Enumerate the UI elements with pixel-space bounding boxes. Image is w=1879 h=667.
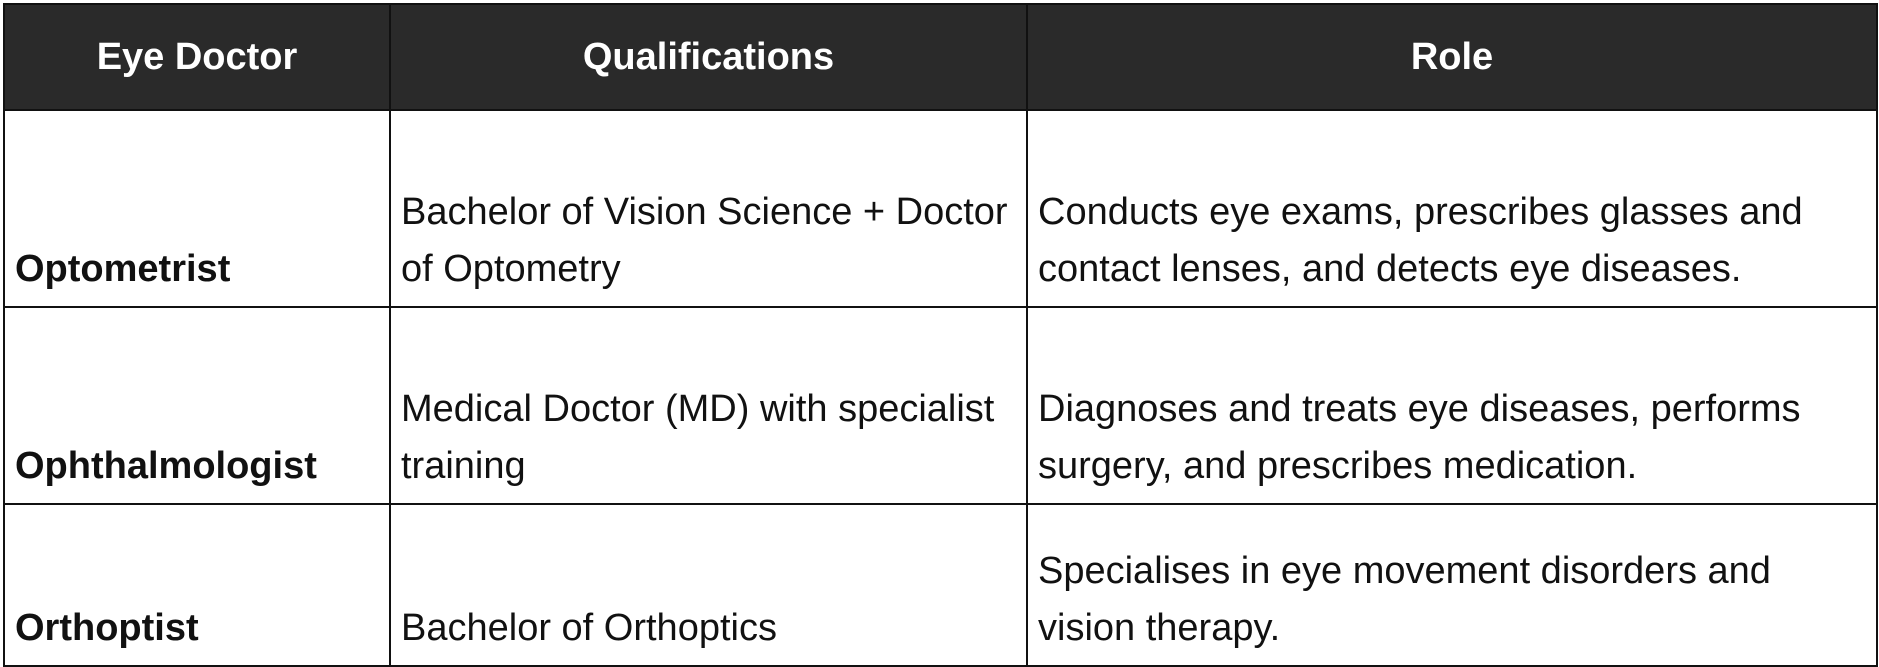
header-eye-doctor: Eye Doctor xyxy=(3,3,391,111)
role-cell: Specialises in eye movement disorders an… xyxy=(1026,503,1878,667)
header-role: Role xyxy=(1026,3,1878,111)
doctor-cell: Optometrist xyxy=(3,109,391,308)
role-cell: Conducts eye exams, prescribes glasses a… xyxy=(1026,109,1878,308)
table-row: Ophthalmologist Medical Doctor (MD) with… xyxy=(3,306,1878,505)
eye-doctor-table: Eye Doctor Qualifications Role Optometri… xyxy=(3,3,1878,667)
table-row: Optometrist Bachelor of Vision Science +… xyxy=(3,109,1878,308)
header-qualifications: Qualifications xyxy=(389,3,1028,111)
qualifications-cell: Medical Doctor (MD) with specialist trai… xyxy=(389,306,1028,505)
header-row: Eye Doctor Qualifications Role xyxy=(3,3,1878,111)
qualifications-cell: Bachelor of Vision Science + Doctor of O… xyxy=(389,109,1028,308)
role-cell: Diagnoses and treats eye diseases, perfo… xyxy=(1026,306,1878,505)
qualifications-cell: Bachelor of Orthoptics xyxy=(389,503,1028,667)
doctor-cell: Orthoptist xyxy=(3,503,391,667)
doctor-cell: Ophthalmologist xyxy=(3,306,391,505)
table-row: Orthoptist Bachelor of Orthoptics Specia… xyxy=(3,503,1878,667)
